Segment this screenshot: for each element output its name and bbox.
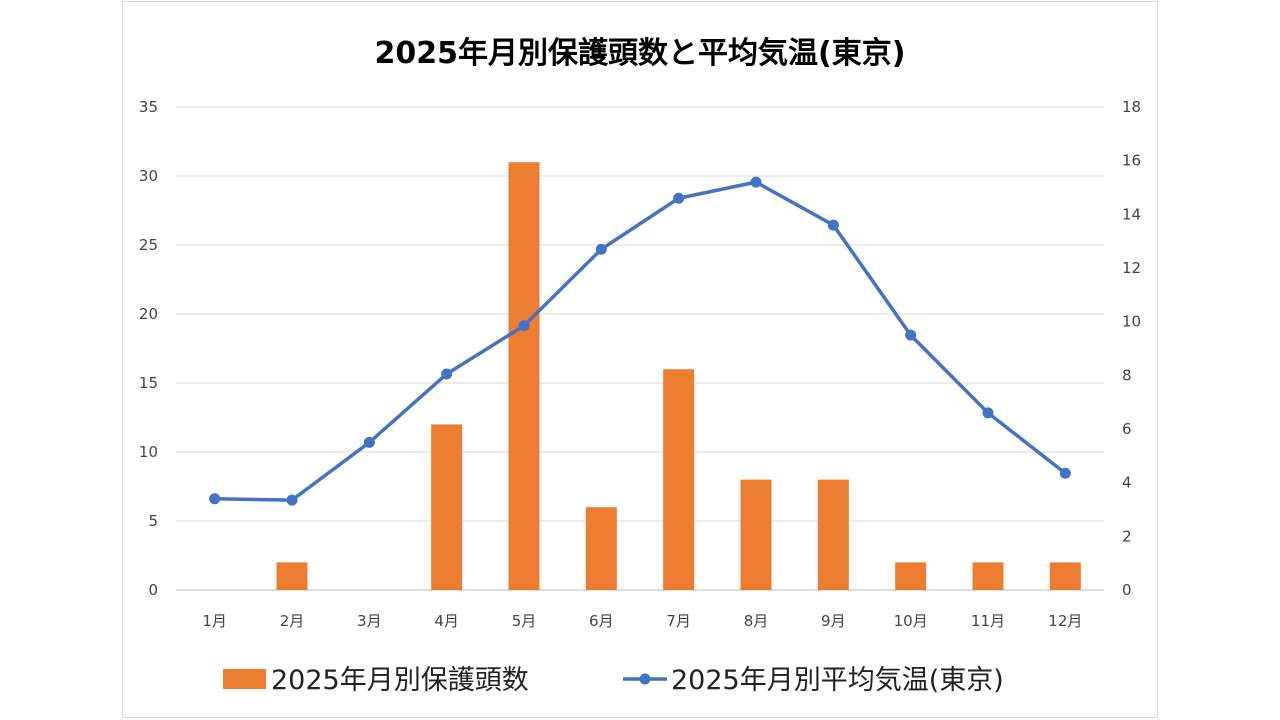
x-tick-label: 7月 bbox=[666, 612, 691, 630]
y-left-tick-label: 5 bbox=[148, 512, 158, 530]
x-tick-label: 10月 bbox=[894, 612, 928, 630]
y-right-tick-label: 2 bbox=[1122, 527, 1132, 545]
y-left-tick-label: 15 bbox=[139, 374, 158, 392]
temperature-point bbox=[209, 493, 221, 505]
temperature-point bbox=[518, 320, 530, 332]
bar bbox=[431, 424, 463, 590]
bar bbox=[817, 479, 849, 590]
y-left-tick-label: 25 bbox=[139, 236, 158, 254]
x-tick-label: 9月 bbox=[821, 612, 846, 630]
x-tick-label: 5月 bbox=[512, 612, 537, 630]
x-tick-label: 3月 bbox=[357, 612, 382, 630]
legend-swatch-bar bbox=[223, 669, 266, 689]
bar bbox=[585, 507, 617, 590]
bar bbox=[972, 562, 1004, 590]
y-left-tick-label: 10 bbox=[139, 443, 158, 461]
bar bbox=[663, 369, 695, 590]
y-right-tick-label: 14 bbox=[1122, 205, 1141, 223]
chart-title: 2025年月別保護頭数と平均気温(東京) bbox=[374, 36, 906, 71]
y-left-tick-label: 0 bbox=[148, 581, 158, 599]
temperature-point bbox=[905, 329, 917, 341]
x-tick-label: 12月 bbox=[1048, 612, 1082, 630]
legend-swatch-marker bbox=[639, 673, 651, 685]
y-right-tick-label: 6 bbox=[1122, 420, 1132, 438]
x-tick-label: 6月 bbox=[589, 612, 614, 630]
temperature-point bbox=[673, 192, 685, 204]
x-tick-label: 4月 bbox=[434, 612, 459, 630]
x-tick-label: 1月 bbox=[202, 612, 227, 630]
y-left-tick-label: 20 bbox=[139, 305, 158, 323]
temperature-point bbox=[982, 407, 994, 419]
y-right-tick-label: 10 bbox=[1122, 313, 1141, 331]
temperature-point bbox=[750, 176, 762, 188]
bar bbox=[508, 162, 540, 590]
y-left-tick-label: 35 bbox=[139, 98, 158, 116]
x-tick-label: 11月 bbox=[971, 612, 1005, 630]
y-right-tick-label: 0 bbox=[1122, 581, 1132, 599]
y-right-tick-label: 16 bbox=[1122, 152, 1141, 170]
temperature-point bbox=[827, 219, 839, 231]
temperature-point bbox=[286, 494, 298, 506]
temperature-point bbox=[595, 243, 607, 255]
y-left-tick-label: 30 bbox=[139, 167, 158, 185]
chart-frame bbox=[122, 1, 1158, 718]
bar bbox=[1049, 562, 1081, 590]
bar bbox=[740, 479, 772, 590]
bar bbox=[276, 562, 308, 590]
bar bbox=[895, 562, 927, 590]
temperature-point bbox=[441, 368, 453, 380]
y-right-tick-label: 18 bbox=[1122, 98, 1141, 116]
legend-label-line: 2025年月別平均気温(東京) bbox=[671, 665, 1004, 696]
x-tick-label: 2月 bbox=[280, 612, 305, 630]
x-tick-label: 8月 bbox=[744, 612, 769, 630]
temperature-point bbox=[1059, 467, 1071, 479]
temperature-point bbox=[363, 436, 375, 448]
legend-label-bar: 2025年月別保護頭数 bbox=[271, 665, 529, 696]
y-right-tick-label: 4 bbox=[1122, 474, 1132, 492]
temperature-line bbox=[212, 180, 1068, 502]
y-right-tick-label: 8 bbox=[1122, 366, 1132, 384]
y-right-tick-label: 12 bbox=[1122, 259, 1141, 277]
